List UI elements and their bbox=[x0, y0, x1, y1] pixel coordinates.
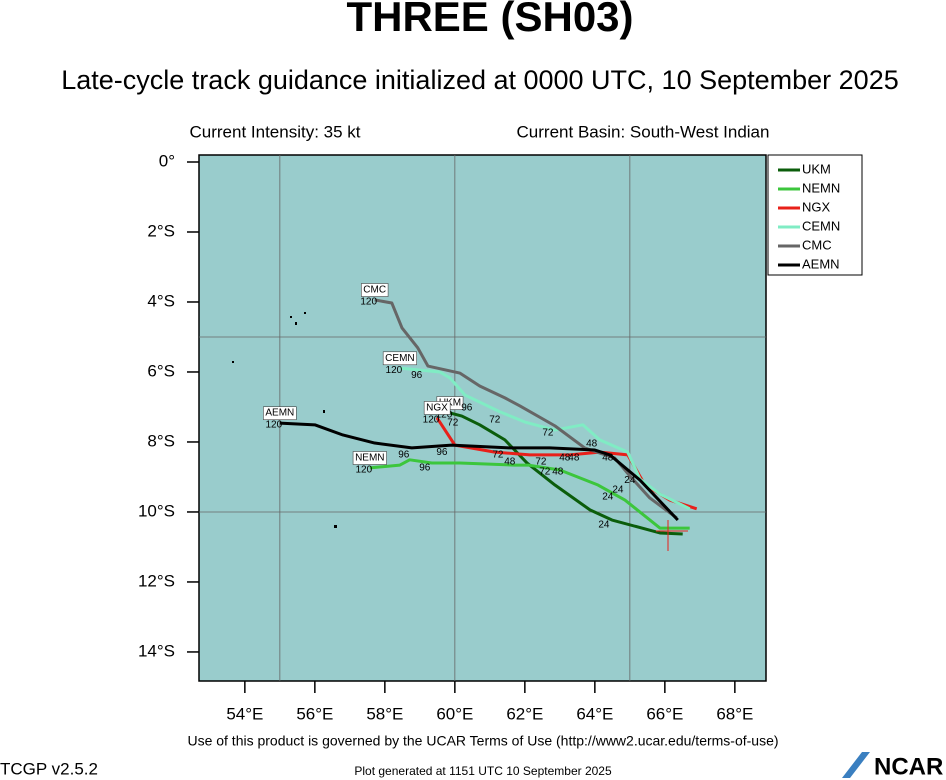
footer-terms: Use of this product is governed by the U… bbox=[187, 733, 778, 749]
plot-layer: UKM120NEMN120NGX120CEMN120CMC120AEMN1202… bbox=[199, 155, 766, 681]
hour-label: 24 bbox=[602, 492, 614, 503]
legend-label: UKM bbox=[802, 161, 831, 176]
track-name: NEMN bbox=[355, 453, 384, 464]
x-tick-label: 68°E bbox=[716, 704, 753, 723]
y-tick-label: 8°S bbox=[147, 431, 175, 450]
x-tick-label: 54°E bbox=[226, 704, 263, 723]
legend-label: CEMN bbox=[802, 218, 840, 233]
end-hour-label: 120 bbox=[423, 414, 440, 425]
legend-label: AEMN bbox=[802, 256, 840, 271]
y-tick-label: 6°S bbox=[147, 361, 175, 380]
track-name-box bbox=[263, 406, 297, 421]
hour-label: 24 bbox=[598, 520, 610, 531]
hour-label: 72 bbox=[447, 418, 459, 429]
y-tick-label: 0° bbox=[159, 151, 175, 170]
y-tick-label: 4°S bbox=[147, 291, 175, 310]
hour-label: 48 bbox=[504, 457, 516, 468]
chart-title: THREE (SH03) bbox=[346, 0, 633, 40]
y-tick-label: 14°S bbox=[138, 641, 175, 660]
legend-label: CMC bbox=[802, 237, 832, 252]
hour-label: 96 bbox=[411, 370, 423, 381]
hour-label: 96 bbox=[419, 463, 431, 474]
x-tick-label: 66°E bbox=[646, 704, 683, 723]
end-hour-label: 120 bbox=[386, 365, 403, 376]
end-hour-label: 120 bbox=[436, 410, 453, 421]
track-name-box bbox=[361, 283, 389, 297]
x-tick-label: 64°E bbox=[576, 704, 613, 723]
end-hour-label: 120 bbox=[266, 420, 283, 431]
x-tick-label: 60°E bbox=[436, 704, 473, 723]
track-name-box bbox=[382, 351, 417, 366]
hour-label: 48 bbox=[559, 453, 571, 464]
hour-label: 72 bbox=[539, 467, 551, 478]
x-tick-label: 62°E bbox=[506, 704, 543, 723]
basin-note: Current Basin: South-West Indian bbox=[517, 122, 770, 141]
track-line bbox=[449, 411, 683, 536]
track-line bbox=[279, 421, 679, 522]
hour-label: 24 bbox=[624, 475, 636, 486]
logo: NCAR bbox=[874, 753, 943, 780]
track-name: CMC bbox=[363, 285, 386, 296]
track-name: CEMN bbox=[385, 353, 414, 364]
x-tick-label: 58°E bbox=[366, 704, 403, 723]
track-name-box bbox=[423, 401, 451, 415]
track-name: NGX bbox=[426, 402, 448, 413]
hour-label: 48 bbox=[568, 453, 580, 464]
track-line bbox=[374, 298, 678, 520]
hour-label: 96 bbox=[461, 403, 473, 414]
hour-label: 96 bbox=[436, 447, 448, 458]
intensity-note: Current Intensity: 35 kt bbox=[189, 122, 360, 141]
track-name: AEMN bbox=[265, 408, 294, 419]
end-hour-label: 120 bbox=[360, 297, 377, 308]
legend-label: NGX bbox=[802, 199, 831, 214]
hour-label: 72 bbox=[489, 415, 501, 426]
track-line bbox=[369, 458, 690, 530]
track-name-box bbox=[352, 451, 387, 465]
version: TCGP v2.5.2 bbox=[0, 759, 98, 778]
end-hour-label: 120 bbox=[355, 465, 372, 476]
legend-label: NEMN bbox=[802, 180, 840, 195]
hour-label: 24 bbox=[612, 485, 624, 496]
y-tick-label: 2°S bbox=[147, 221, 175, 240]
legend: UKM NEMN NGX CEMN CMC AEMN bbox=[778, 161, 840, 271]
generated: Plot generated at 1151 UTC 10 September … bbox=[354, 764, 612, 778]
hour-label: 72 bbox=[542, 428, 554, 439]
hour-label: 48 bbox=[552, 467, 564, 478]
y-tick-label: 12°S bbox=[138, 571, 175, 590]
islands bbox=[232, 312, 337, 528]
hour-label: 96 bbox=[398, 450, 410, 461]
legend-box bbox=[767, 154, 863, 276]
x-tick-label: 56°E bbox=[296, 704, 333, 723]
y-tick-label: 10°S bbox=[138, 501, 175, 520]
hour-label: 72 bbox=[492, 450, 504, 461]
hour-label: 72 bbox=[535, 457, 547, 468]
hour-label: 48 bbox=[586, 439, 598, 450]
chart-subtitle: Late-cycle track guidance initialized at… bbox=[61, 65, 898, 95]
hour-label: 48 bbox=[602, 453, 614, 464]
logo-mark bbox=[842, 752, 870, 778]
